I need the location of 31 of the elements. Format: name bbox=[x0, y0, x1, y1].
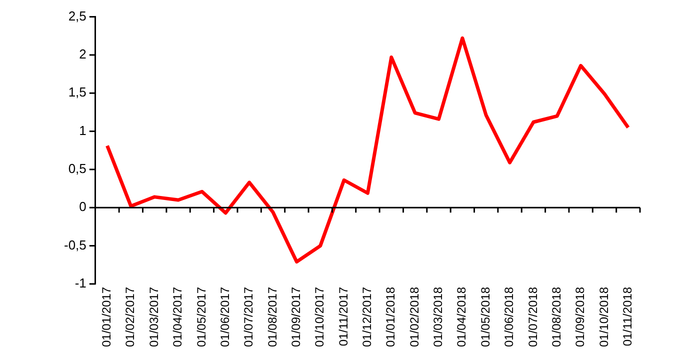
x-tick-label: 01/08/2017 bbox=[265, 286, 280, 348]
x-tick-label: 01/09/2017 bbox=[288, 286, 303, 348]
x-tick-label: 01/06/2017 bbox=[218, 286, 232, 348]
x-tick-label: 01/04/2018 bbox=[454, 286, 469, 348]
y-tick-label: 0,5 bbox=[68, 161, 86, 176]
x-tick-label: 01/06/2018 bbox=[502, 286, 516, 348]
x-tick-label: 01/07/2017 bbox=[242, 286, 256, 348]
x-tick-label: 01/12/2017 bbox=[360, 286, 374, 348]
x-tick-label: 01/01/2018 bbox=[384, 286, 398, 348]
x-tick-label: 01/05/2018 bbox=[478, 286, 492, 348]
y-tick-label: 1 bbox=[79, 122, 86, 138]
x-tick-label: 01/04/2017 bbox=[170, 286, 185, 348]
x-tick-label: 01/02/2017 bbox=[123, 286, 138, 348]
y-tick-label: -0,5 bbox=[64, 237, 86, 252]
y-tick-label: 2 bbox=[79, 46, 86, 62]
y-tick-label: 2,5 bbox=[68, 8, 86, 24]
x-tick-label: 01/11/2017 bbox=[336, 286, 350, 346]
x-tick-label: 01/01/2017 bbox=[100, 286, 114, 348]
y-tick-label: 0 bbox=[79, 199, 86, 214]
x-tick-label: 01/07/2018 bbox=[526, 286, 540, 348]
x-tick-label: 01/08/2018 bbox=[549, 286, 564, 348]
x-tick-label: 01/09/2018 bbox=[573, 286, 588, 348]
x-tick-label: 01/02/2018 bbox=[407, 286, 422, 348]
x-tick-label: 01/10/2018 bbox=[596, 286, 611, 348]
x-tick-label: 01/03/2018 bbox=[431, 286, 446, 348]
y-tick-label: 1,5 bbox=[68, 84, 86, 100]
x-tick-label: 01/10/2017 bbox=[312, 286, 327, 348]
x-tick-label: 01/03/2017 bbox=[146, 286, 161, 348]
x-tick-label: 01/11/2018 bbox=[620, 286, 634, 346]
x-tick-label: 01/05/2017 bbox=[194, 286, 208, 348]
y-tick-label: -1 bbox=[74, 276, 86, 291]
